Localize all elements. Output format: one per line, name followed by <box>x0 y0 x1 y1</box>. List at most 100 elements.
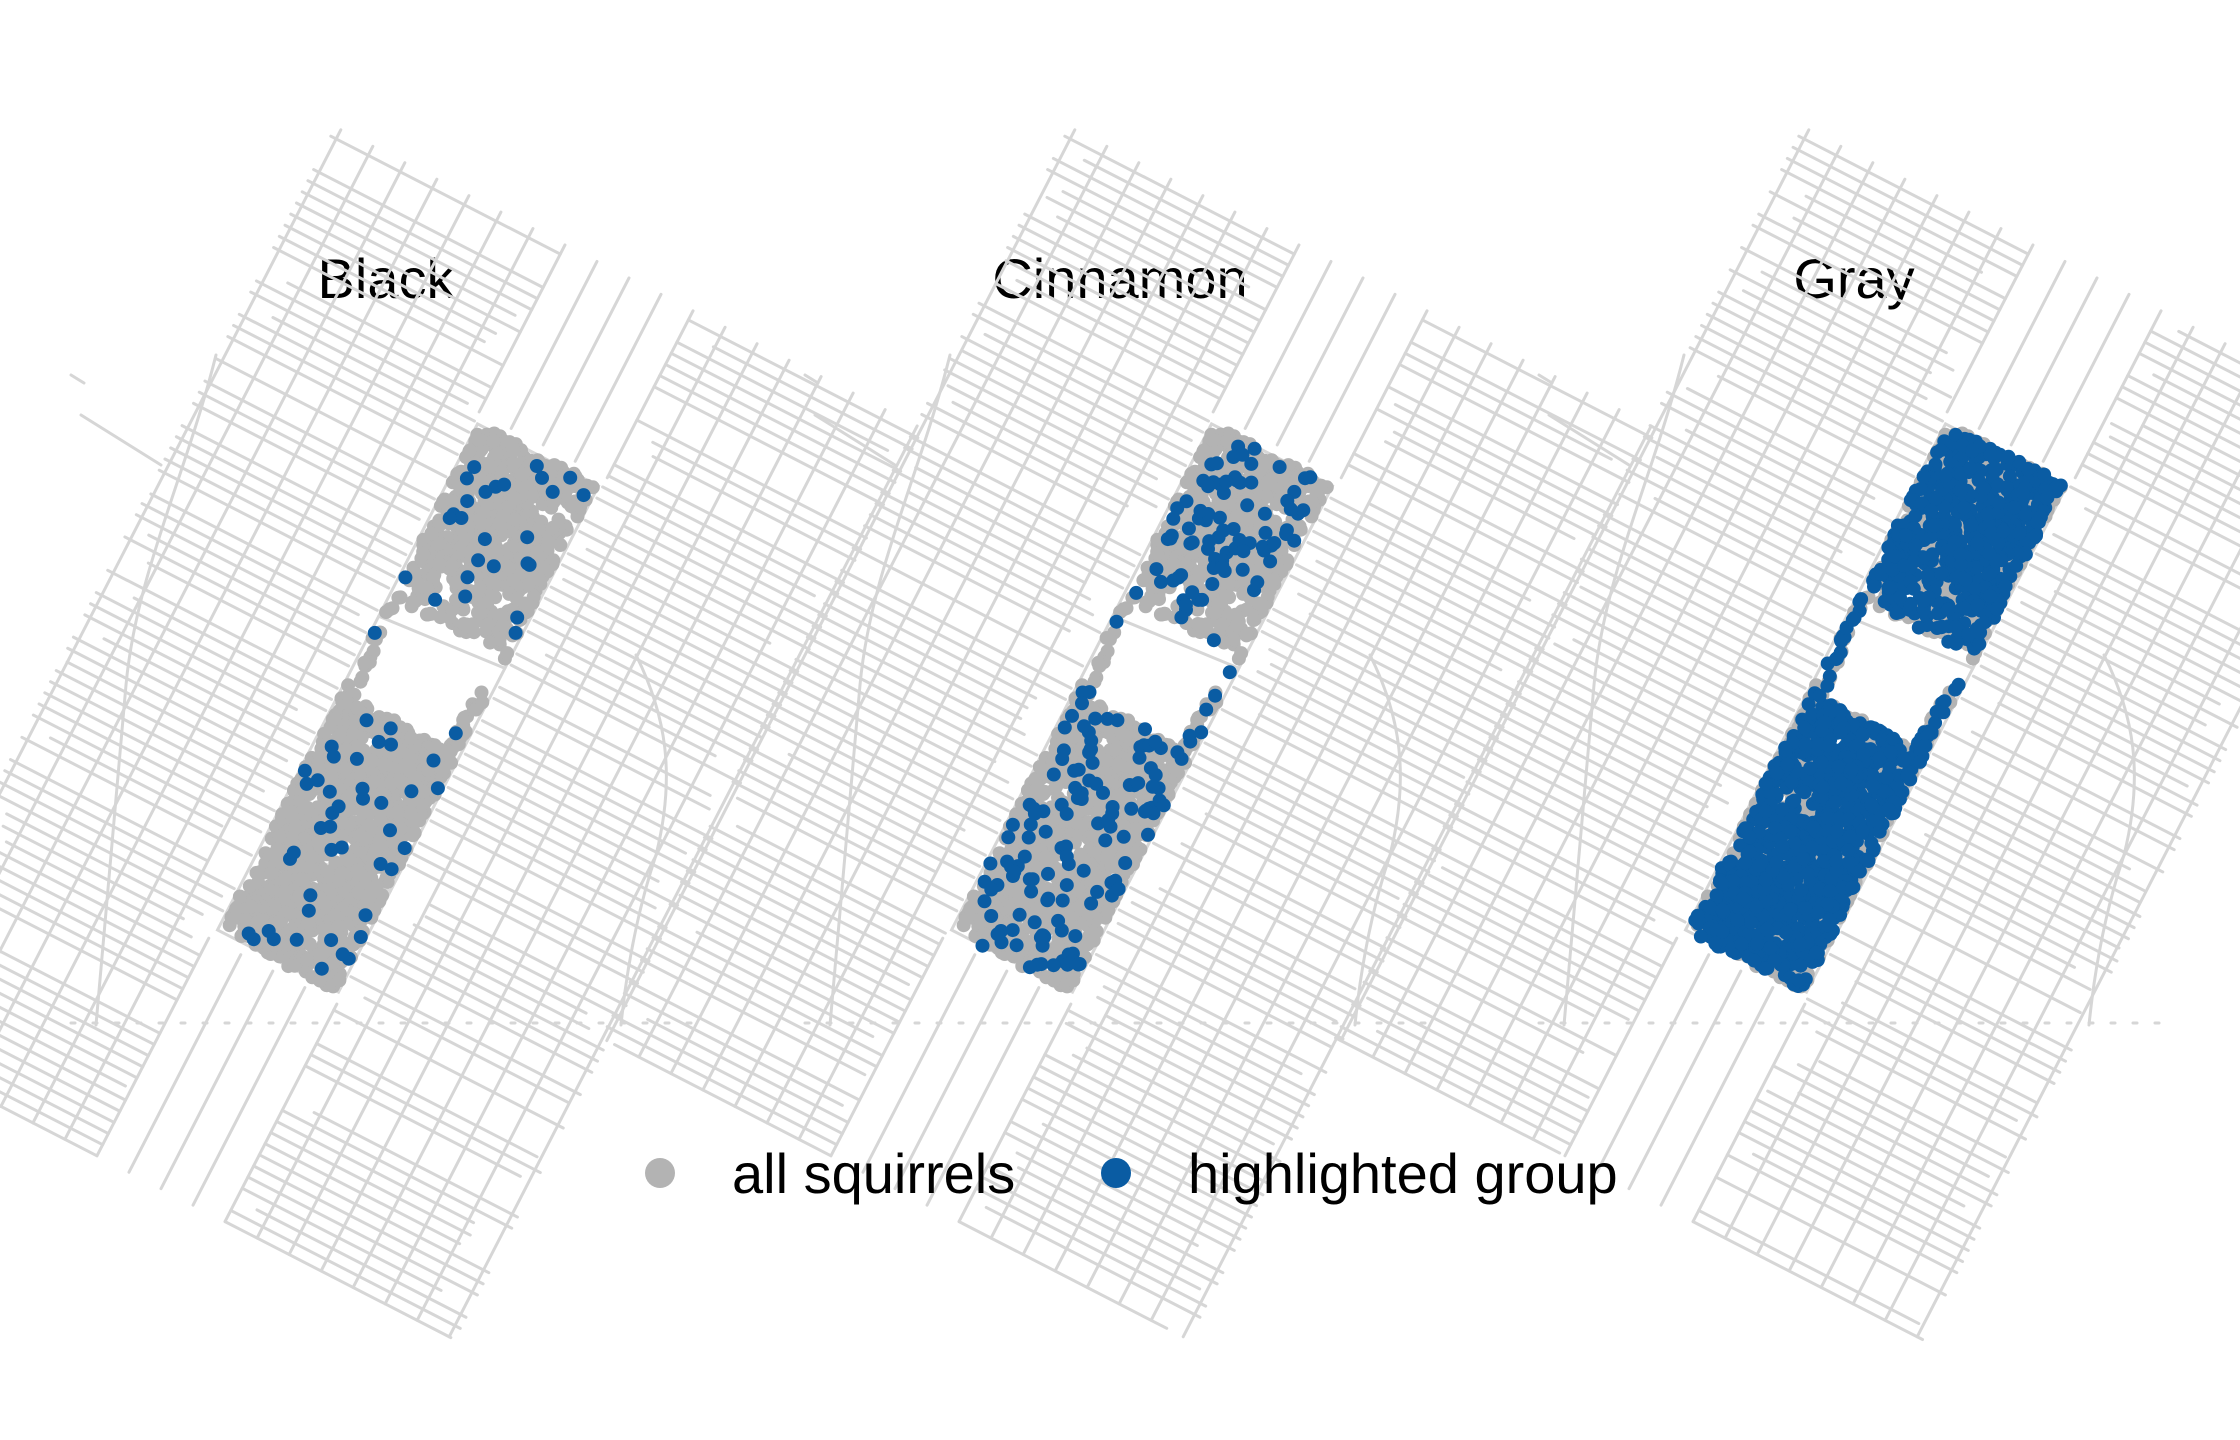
squirrel-point <box>1257 506 1272 521</box>
squirrel-point <box>489 546 504 561</box>
squirrel-point <box>467 460 482 475</box>
squirrel-point <box>1296 503 1311 518</box>
squirrel-point <box>356 791 370 806</box>
squirrel-point <box>359 713 374 728</box>
squirrel-point <box>546 495 561 510</box>
squirrel-point <box>1055 893 1070 908</box>
squirrel-point <box>1141 827 1155 842</box>
squirrel-point <box>287 821 302 835</box>
squirrel-point <box>1148 768 1163 782</box>
squirrel-point <box>367 774 381 789</box>
squirrel-point <box>1090 805 1104 820</box>
squirrel-point <box>1215 560 1229 575</box>
squirrel-point <box>363 819 378 833</box>
squirrel-point <box>1257 456 1272 471</box>
squirrel-point <box>1121 713 1136 728</box>
squirrel-point <box>1056 743 1071 758</box>
squirrel-point <box>416 546 431 561</box>
squirrel-point <box>1163 531 1178 546</box>
squirrel-point <box>277 872 292 887</box>
squirrel-point <box>324 933 339 948</box>
squirrel-point <box>229 901 244 916</box>
squirrel-point <box>322 784 337 799</box>
squirrel-point <box>444 559 459 574</box>
squirrel-point <box>1029 782 1044 797</box>
squirrel-point <box>348 714 363 729</box>
squirrel-point <box>1040 893 1055 908</box>
squirrel-point <box>576 488 591 503</box>
squirrel-point <box>478 484 493 499</box>
squirrel-point <box>1067 763 1082 778</box>
squirrel-point <box>1244 456 1259 471</box>
squirrel-point <box>1283 502 1298 517</box>
squirrel-point <box>250 915 265 930</box>
squirrel-point <box>1076 863 1091 878</box>
squirrel-point <box>545 484 560 499</box>
squirrel-point <box>1228 607 1243 622</box>
squirrel-point <box>1131 776 1146 791</box>
squirrel-point <box>1027 806 1042 821</box>
squirrel-point <box>510 610 525 625</box>
squirrel-point <box>1193 489 1208 504</box>
squirrel-point <box>1098 833 1113 848</box>
squirrel-point <box>253 865 268 879</box>
squirrel-point <box>384 737 398 752</box>
squirrel-point <box>334 840 349 855</box>
squirrel-point <box>460 494 475 509</box>
squirrel-point <box>408 770 423 785</box>
squirrel-point <box>1216 523 1231 538</box>
highlighted-group-points <box>975 439 1318 975</box>
squirrel-point <box>563 470 578 485</box>
squirrel-point <box>1046 767 1061 782</box>
squirrel-point <box>1166 511 1181 526</box>
squirrel-point <box>420 607 435 622</box>
squirrel-point <box>1264 472 1279 487</box>
squirrel-point <box>302 937 317 952</box>
panel-cinnamon: Cinnamon <box>605 128 1654 1339</box>
squirrel-point <box>1174 610 1189 625</box>
squirrel-point <box>507 512 522 527</box>
squirrel-point <box>1229 473 1244 488</box>
squirrel-point <box>966 889 981 904</box>
map-cinnamon <box>605 128 1654 1339</box>
squirrel-point <box>1239 628 1254 643</box>
squirrel-point <box>1150 546 1165 561</box>
squirrel-point <box>325 712 340 727</box>
squirrel-point <box>350 700 365 715</box>
squirrel-point <box>297 763 312 778</box>
squirrel-point <box>349 751 364 766</box>
squirrel-point <box>1190 713 1205 727</box>
squirrel-point <box>390 805 405 820</box>
squirrel-point <box>232 889 247 904</box>
squirrel-point <box>1119 601 1134 616</box>
street-network <box>1333 128 2240 1342</box>
squirrel-point <box>1074 792 1089 806</box>
squirrel-point <box>1178 598 1193 613</box>
squirrel-point <box>397 841 412 856</box>
squirrel-point <box>365 753 380 768</box>
squirrel-point <box>1266 572 1281 587</box>
squirrel-point <box>1038 824 1053 839</box>
squirrel-point <box>507 491 522 506</box>
squirrel-point <box>1137 804 1152 819</box>
squirrel-point <box>1088 711 1103 726</box>
squirrel-point <box>1124 801 1139 816</box>
squirrel-point <box>311 760 326 775</box>
squirrel-point <box>963 901 978 916</box>
squirrel-point <box>1193 503 1208 518</box>
squirrel-point <box>1017 849 1032 864</box>
squirrel-point <box>490 446 505 461</box>
squirrel-point <box>1101 774 1115 789</box>
squirrel-point <box>1205 577 1220 591</box>
squirrel-point <box>407 826 422 840</box>
squirrel-point <box>1084 742 1098 757</box>
squirrel-point <box>404 784 419 799</box>
squirrel-point <box>1226 522 1241 536</box>
map-gray <box>1333 128 2240 1342</box>
squirrel-point <box>458 589 473 604</box>
squirrel-point <box>418 592 432 607</box>
squirrel-point <box>1027 915 1042 930</box>
squirrel-point <box>355 781 370 796</box>
squirrel-point <box>1023 817 1038 832</box>
squirrel-point <box>501 561 516 576</box>
